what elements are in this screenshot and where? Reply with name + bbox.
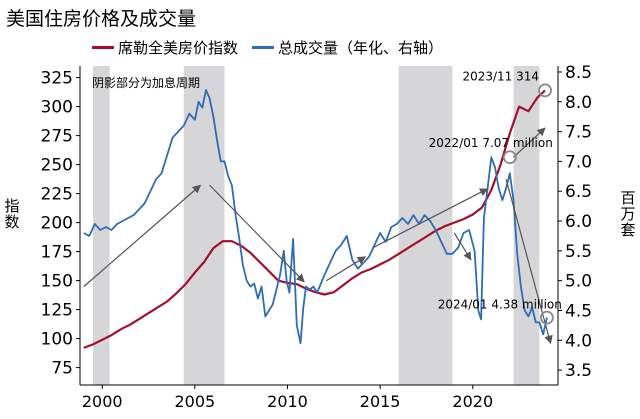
shaded-period-0 xyxy=(92,66,110,385)
annotation-label-0: 2023/11 314 xyxy=(462,69,539,83)
y-left-tick-label-5: 200 xyxy=(41,214,73,234)
x-tick-label-1: 2005 xyxy=(175,392,216,411)
chart-title: 美国住房价格及成交量 xyxy=(6,8,197,30)
shaded-period-1 xyxy=(183,66,225,385)
y-left-tick-label-3: 150 xyxy=(41,272,73,292)
y-right-tick-label-5: 6.0 xyxy=(565,212,592,232)
trend-arrow-4 xyxy=(453,232,472,261)
y-right-tick-label-8: 7.5 xyxy=(565,123,592,143)
shaded-note: 阴影部分为加息周期 xyxy=(92,76,201,90)
x-tick-label-2: 2010 xyxy=(267,392,308,411)
legend-label-volume: 总成交量（年化、右轴） xyxy=(278,39,444,57)
y-axis-left-label: 指数 xyxy=(4,197,20,231)
trend-arrow-1 xyxy=(209,184,305,283)
legend-swatch-volume xyxy=(252,46,275,49)
shaded-period-2 xyxy=(398,66,453,385)
annotation-marker-1 xyxy=(502,150,517,165)
legend-label-price: 席勒全美房价指数 xyxy=(118,39,239,57)
y-right-tick-label-2: 4.5 xyxy=(565,301,592,321)
annotation-label-1: 2022/01 7.07 million xyxy=(429,136,553,150)
y-right-tick-label-0: 3.5 xyxy=(565,361,592,381)
y-left-tick-label-8: 275 xyxy=(41,127,73,147)
legend: 席勒全美房价指数 总成交量（年化、右轴） xyxy=(92,37,457,58)
series-line-1 xyxy=(83,89,548,345)
x-tick-label-4: 2020 xyxy=(452,392,493,411)
y-left-tick-label-6: 225 xyxy=(41,185,73,205)
trend-arrow-5 xyxy=(505,179,553,345)
trend-arrow-6 xyxy=(513,127,546,158)
y-right-tick-label-10: 8.5 xyxy=(565,63,592,83)
y-axis-right-label: 百万套 xyxy=(620,189,636,239)
trend-arrow-3 xyxy=(372,188,489,249)
y-left-tick-label-0: 75 xyxy=(51,359,73,379)
x-tick-label-3: 2015 xyxy=(360,392,401,411)
y-right-tick-label-6: 6.5 xyxy=(565,182,592,202)
y-right-tick-label-1: 4.0 xyxy=(565,331,592,351)
legend-swatch-price xyxy=(92,46,114,49)
annotation-label-2: 2024/01 4.38 million xyxy=(438,298,562,312)
y-left-tick-label-10: 325 xyxy=(41,69,73,89)
trend-arrow-2 xyxy=(326,256,367,282)
legend-item-volume: 总成交量（年化、右轴） xyxy=(252,37,443,58)
y-left-tick-label-2: 125 xyxy=(41,301,73,321)
y-right-tick-label-3: 5.0 xyxy=(565,272,592,292)
x-tick-label-0: 2000 xyxy=(82,392,123,411)
y-right-tick-label-9: 8.0 xyxy=(565,93,592,113)
trend-arrow-0 xyxy=(83,184,202,288)
y-right-tick-label-4: 5.5 xyxy=(565,242,592,262)
legend-item-price: 席勒全美房价指数 xyxy=(92,37,238,58)
y-left-tick-label-9: 300 xyxy=(41,98,73,118)
annotation-marker-0 xyxy=(538,83,552,98)
y-left-tick-label-7: 250 xyxy=(41,156,73,176)
series-line-0 xyxy=(83,89,546,349)
y-right-tick-label-7: 7.0 xyxy=(565,152,592,172)
y-left-tick-label-1: 100 xyxy=(41,330,73,350)
annotation-marker-2 xyxy=(539,310,554,325)
shaded-period-3 xyxy=(513,66,540,385)
y-left-tick-label-4: 175 xyxy=(41,243,73,263)
